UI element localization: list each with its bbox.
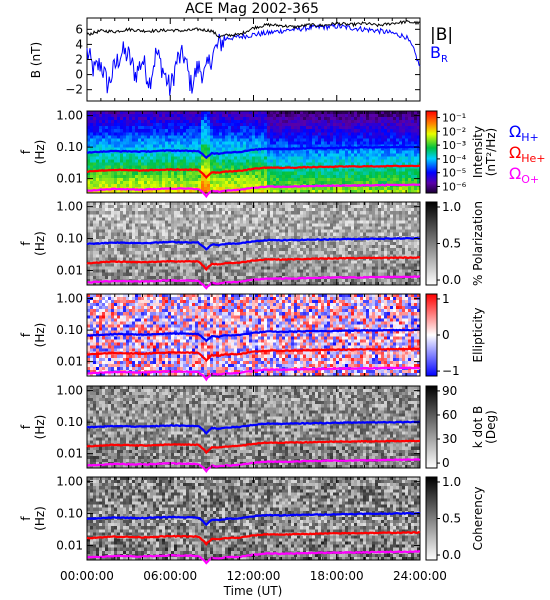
panel-ellipticity: 1.00 0.10 0.01 f (Hz) 1 0 −1 Ellipticity [19, 292, 485, 382]
panel-kdotb-ytick-label: 0.10 [56, 415, 83, 429]
colorbar-kdotb-tick: 0 [442, 456, 450, 470]
panel-polarization-ylabel-f: f [19, 241, 33, 246]
colorbar-kdotb-tick: 60 [442, 408, 457, 422]
colorbar-intensity-tick: 10⁻¹ [442, 112, 466, 125]
colorbar-intensity-tick: 10⁻⁵ [442, 167, 466, 180]
colorbar-polarization-tick: 1.0 [442, 200, 461, 214]
colorbar-intensity-tick: 10⁻⁶ [442, 180, 467, 193]
colorbar-coherency-tick: 1.0 [442, 475, 461, 489]
ion-label-h: ΩH+ [509, 122, 539, 144]
colorbar-ellipticity [425, 293, 438, 377]
x-tick-label: 06:00:00 [143, 569, 197, 583]
panel-ellipticity-ylabel-unit: (Hz) [33, 323, 47, 348]
panel-polarization: 1.00 0.10 0.01 f (Hz) 1.0 0.5 0.0 % Polarization [19, 200, 485, 290]
colorbar-intensity [425, 110, 438, 194]
colorbar-intensity-tick: 10⁻⁴ [442, 153, 467, 166]
panel-ellipticity-ylabel-f: f [19, 332, 33, 337]
colorbar-coherency-label: Coherency [471, 486, 485, 550]
ion-label-he: ΩHe+ [509, 143, 546, 165]
panel-polarization-ytick-label: 0.10 [56, 232, 83, 246]
gyro-line-h [86, 145, 421, 160]
colorbar-ellipticity-label: Ellipticity [471, 308, 485, 363]
panel-coherency-ytick-label: 1.00 [56, 475, 83, 489]
panel-ellipticity-ytick-label: 0.01 [56, 355, 83, 369]
colorbar-ellipticity-tick: −1 [442, 364, 460, 378]
colorbar-polarization-tick: 0.0 [442, 273, 461, 287]
panel-coherency: 1.00 0.10 0.01 f (Hz) 1.0 0.5 0.0 Coherency [19, 475, 485, 565]
panel-b-ytick-label: 2 [75, 53, 83, 67]
gyro-line-h [86, 420, 421, 435]
ion-label-o: ΩO+ [509, 164, 539, 186]
panel-ellipticity-ytick-label: 1.00 [56, 292, 83, 306]
ion-legend: ΩH+ ΩHe+ ΩO+ [509, 122, 546, 186]
gyro-line-he [86, 347, 421, 363]
colorbar-intensity-label: (nT²/Hz) [484, 128, 498, 176]
gyro-line-h [86, 328, 420, 343]
colorbar-intensity-tick: 10⁻² [442, 125, 466, 138]
legend-br: BR [430, 43, 448, 65]
panel-b-field: −202 46 B (nT) |B| BR [29, 17, 453, 102]
panel-coherency-ylabel-f: f [19, 516, 33, 521]
panel-kdotb-ytick-label: 1.00 [56, 384, 83, 398]
gyro-line-he [86, 256, 421, 272]
colorbar-coherency-tick: 0.5 [442, 512, 461, 526]
gyro-line-he [86, 164, 421, 179]
panel-intensity-ylabel-f: f [19, 149, 33, 154]
x-tick-label: 24:00:00 [393, 569, 447, 583]
x-tick-label: 18:00:00 [310, 569, 364, 583]
gyro-line-he [86, 439, 420, 455]
panel-b-ylabel: B (nT) [29, 42, 43, 78]
panel-coherency-ytick-label: 0.01 [56, 538, 83, 552]
colorbar-kdotb-label: k dot B [471, 406, 485, 448]
gyro-line-he [86, 530, 421, 547]
panel-b-ytick-label: 6 [75, 22, 83, 36]
colorbar-intensity-label: Intensity [471, 126, 485, 178]
panel-kdotb-ylabel-unit: (Hz) [33, 415, 47, 440]
colorbar-intensity-tick: 10⁻³ [442, 139, 466, 152]
panel-intensity-ytick-label: 1.00 [56, 109, 83, 123]
colorbar-polarization [425, 201, 438, 286]
panel-b-ytick-label: 0 [75, 68, 83, 82]
series-br-line [86, 23, 421, 96]
panel-intensity-ytick-label: 0.01 [56, 172, 83, 186]
colorbar-kdotb-tick: 30 [442, 432, 457, 446]
colorbar-polarization-label: % Polarization [471, 201, 485, 286]
panel-polarization-ytick-label: 0.01 [56, 263, 83, 277]
panel-coherency-ytick-label: 0.10 [56, 507, 83, 521]
x-tick-label: 00:00:00 [60, 569, 114, 583]
colorbar-coherency [425, 476, 438, 561]
panel-intensity-ylabel-unit: (Hz) [33, 140, 47, 165]
x-axis-title: Time (UT) [223, 584, 283, 598]
series-bmag-line [86, 19, 421, 39]
x-tick-label: 12:00:00 [227, 569, 281, 583]
gyro-line-h [86, 511, 421, 527]
panel-kdotb: 1.00 0.10 0.01 f (Hz) 90 60 30 0 k dot B (Deg) [19, 384, 498, 474]
panel-kdotb-ytick-label: 0.01 [56, 447, 83, 461]
colorbar-kdotb-label: (Deg) [484, 410, 498, 444]
chart-title: ACE Mag 2002-365 [185, 1, 319, 17]
panel-polarization-ylabel-unit: (Hz) [33, 231, 47, 256]
colorbar-ellipticity-tick: 1 [442, 292, 450, 306]
panel-intensity: 1.00 0.10 0.01 f (Hz) 10⁻¹10⁻²10⁻³10⁻⁴10⁻⁵10⁻… [19, 109, 498, 199]
panel-intensity-ytick-label: 0.10 [56, 140, 83, 154]
gyro-line-h [86, 236, 421, 251]
colorbar-kdotb-tick: 90 [442, 384, 457, 398]
legend-bmag: |B| [430, 25, 453, 45]
colorbar-kdotb [425, 385, 438, 469]
panel-coherency-ylabel-unit: (Hz) [33, 506, 47, 531]
panel-kdotb-raster [87, 386, 421, 469]
panel-ellipticity-ytick-label: 0.10 [56, 323, 83, 337]
panel-b-ytick-label: −2 [65, 83, 83, 97]
panel-b-ytick-label: 4 [75, 37, 83, 51]
colorbar-ellipticity-tick: 0 [442, 328, 450, 342]
panel-coherency-raster [87, 477, 421, 561]
panel-kdotb-ylabel-f: f [19, 424, 33, 429]
colorbar-coherency-tick: 0.0 [442, 548, 461, 562]
panel-polarization-ytick-label: 1.00 [56, 200, 83, 214]
colorbar-polarization-tick: 0.5 [442, 237, 461, 251]
